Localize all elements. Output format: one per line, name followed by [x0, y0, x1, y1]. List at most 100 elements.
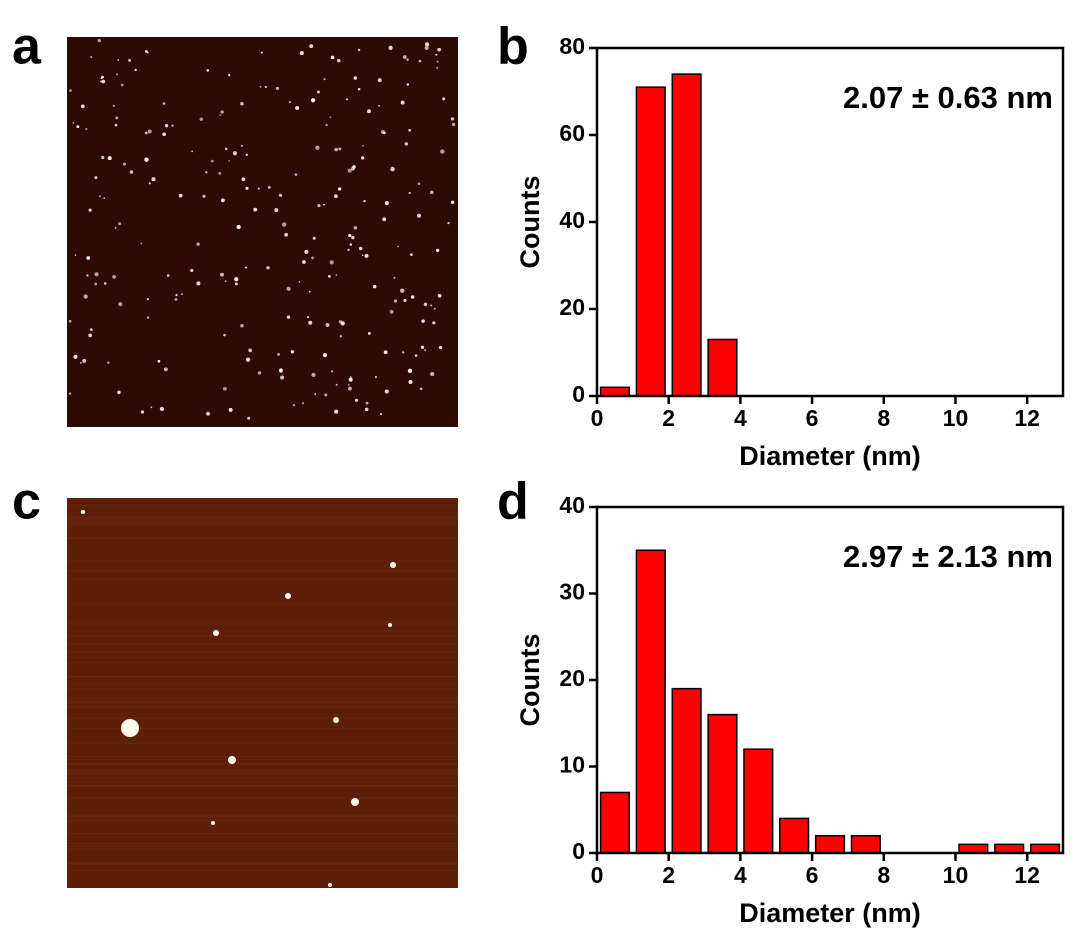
particle	[146, 298, 149, 301]
particle	[349, 376, 352, 378]
particle	[312, 236, 316, 240]
particle	[123, 162, 126, 166]
particle	[244, 266, 247, 269]
particle	[333, 717, 339, 723]
particle	[73, 354, 78, 359]
particle	[99, 80, 102, 83]
particle	[224, 280, 227, 283]
particle	[288, 100, 291, 104]
particle	[117, 390, 121, 395]
particle	[442, 97, 446, 101]
particle	[408, 191, 411, 195]
particle	[403, 298, 407, 302]
particle	[101, 79, 106, 84]
particle	[419, 387, 423, 391]
particle	[421, 319, 425, 323]
particle	[325, 123, 328, 127]
particle	[378, 104, 380, 107]
particle	[68, 319, 72, 323]
particle	[190, 268, 194, 273]
particle	[94, 272, 99, 277]
particle	[357, 48, 361, 52]
particle	[97, 38, 101, 43]
particle	[241, 177, 246, 182]
panel-label: b	[497, 18, 529, 76]
bar	[850, 834, 881, 854]
particle	[389, 309, 394, 314]
particle	[280, 375, 285, 380]
particle	[151, 177, 156, 182]
particle	[407, 368, 413, 373]
particle	[286, 286, 291, 291]
particle	[285, 593, 291, 599]
particle	[423, 302, 428, 307]
particle	[334, 147, 338, 152]
particle	[68, 392, 72, 395]
particle	[290, 350, 295, 354]
particle	[116, 73, 118, 76]
particle	[103, 282, 107, 285]
particle	[210, 159, 214, 163]
particle	[338, 147, 342, 151]
particle	[245, 153, 248, 156]
particle	[388, 45, 393, 50]
x-tick-label: 2	[662, 862, 675, 888]
particle	[69, 89, 72, 92]
particle	[220, 110, 224, 114]
annotation: 2.07 ± 0.63 nm	[843, 80, 1053, 115]
particle	[220, 272, 224, 277]
particle	[393, 276, 396, 279]
particle	[397, 245, 399, 248]
particle	[432, 321, 436, 325]
particle	[430, 371, 435, 377]
bar	[814, 834, 846, 854]
particle	[150, 406, 153, 409]
particle	[400, 288, 405, 293]
particle	[388, 623, 392, 627]
particle	[323, 203, 325, 206]
particle	[334, 409, 339, 414]
particle	[240, 324, 244, 328]
particle	[213, 630, 219, 636]
particle	[292, 403, 296, 407]
particle	[196, 242, 200, 246]
y-tick-label: 0	[572, 381, 585, 407]
particle	[316, 90, 320, 94]
particle	[377, 78, 382, 83]
particle	[335, 274, 338, 276]
y-tick-label: 10	[559, 752, 585, 778]
particle	[134, 68, 137, 72]
particle	[436, 66, 439, 69]
particle	[301, 402, 305, 405]
particle	[82, 358, 87, 363]
particle	[144, 157, 149, 162]
particle	[336, 58, 341, 63]
particle	[281, 222, 287, 227]
particle	[353, 76, 357, 80]
particle	[79, 361, 82, 364]
particle	[107, 156, 112, 161]
particle	[260, 51, 263, 54]
y-tick-label: 30	[559, 579, 585, 605]
particle	[129, 170, 134, 174]
particle	[114, 123, 118, 127]
particle	[191, 150, 194, 153]
particle	[375, 376, 377, 378]
particle	[437, 47, 442, 52]
particle	[402, 55, 407, 59]
y-axis-title: Counts	[515, 634, 545, 727]
particle	[409, 253, 413, 256]
particle	[98, 195, 101, 198]
particle	[245, 357, 251, 362]
bar	[1029, 843, 1061, 854]
particle	[404, 142, 409, 146]
particle	[347, 384, 350, 386]
particle	[416, 213, 422, 218]
particle	[323, 78, 326, 81]
particle	[259, 85, 262, 88]
particle	[338, 320, 343, 324]
particle	[410, 295, 415, 299]
particle	[438, 345, 443, 350]
particle	[408, 379, 413, 385]
